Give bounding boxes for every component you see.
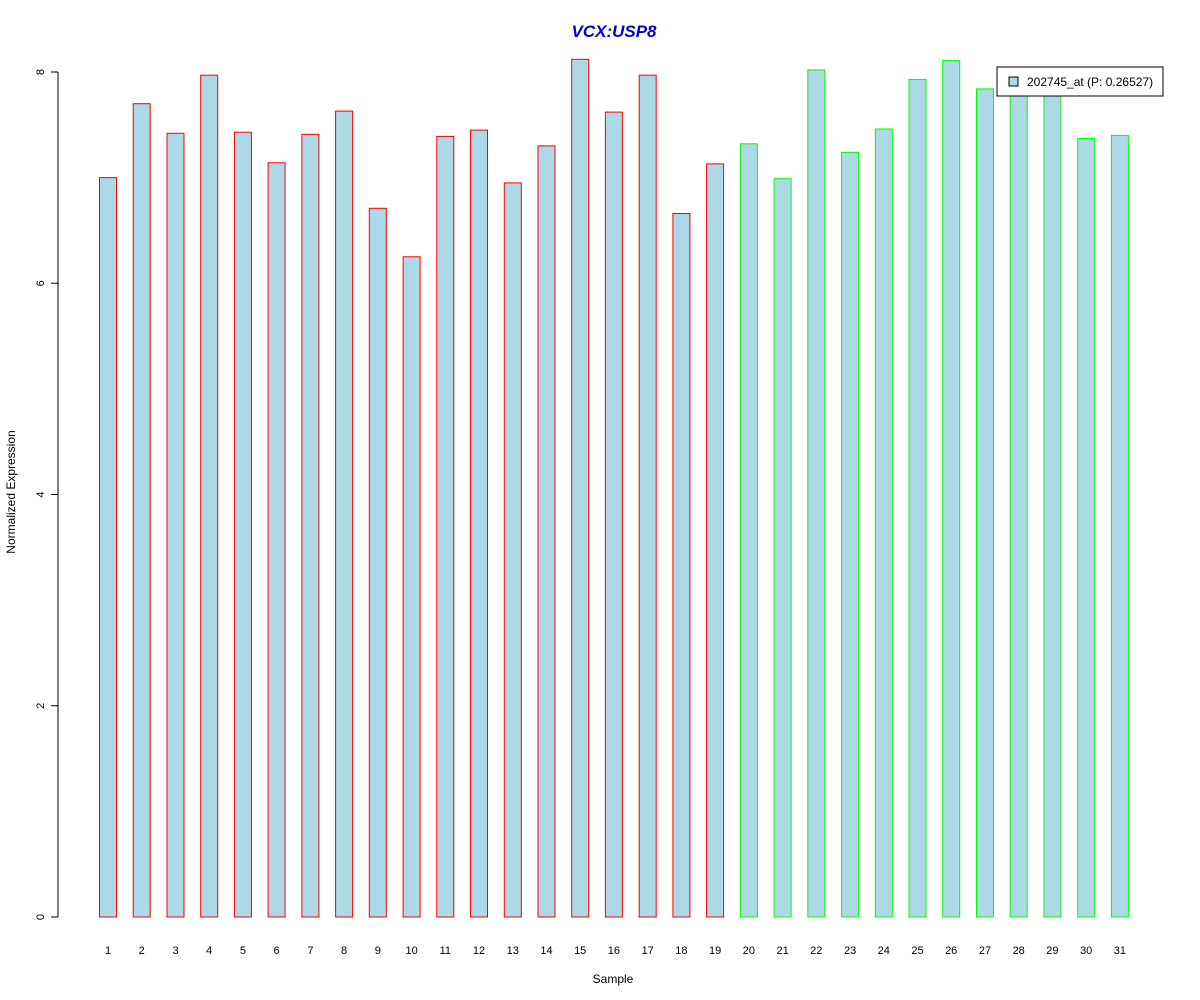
x-tick-label: 14 [540,945,552,957]
x-tick-label: 11 [440,945,451,957]
x-tick-label: 12 [473,945,485,957]
bar-sample-14 [537,145,556,918]
x-tick-label: 27 [979,945,991,957]
bar-sample-1 [99,177,117,918]
bar-sample-17 [638,74,657,918]
x-tick-label: 7 [307,945,313,957]
x-tick-label: 17 [642,945,654,957]
bar-sample-11 [436,135,455,918]
bar-sample-31 [1110,134,1129,918]
y-tick-label: 4 [35,491,47,497]
bar-sample-10 [402,256,421,918]
bar-sample-6 [267,162,286,918]
x-tick-labels: 1 2 3 4 5 6 7 8 9 10 11 12 13 14 15 16 17 18 19 20 21 22 23 24 2… [105,945,1126,957]
y-tick-label: 0 [35,914,47,920]
x-tick-label: 22 [810,945,822,957]
bar-sample-15 [571,58,590,918]
legend-box [996,66,1164,97]
y-tick-label: 8 [35,69,47,75]
bars [99,58,1129,918]
x-tick-label: 2 [139,945,145,957]
x-tick-label: 24 [878,945,890,957]
bar-sample-8 [335,110,354,918]
bar-sample-26 [942,59,961,918]
x-tick-label: 9 [375,945,381,957]
bar-sample-18 [672,213,691,918]
x-tick-label: 4 [206,945,212,957]
bar-sample-12 [470,129,488,918]
x-tick-label: 20 [743,945,755,957]
bar-sample-27 [976,88,994,918]
bar-sample-22 [807,69,826,918]
x-tick-label: 16 [608,945,620,957]
bar-sample-28 [1009,92,1028,918]
x-tick-label: 26 [945,945,957,957]
bar-sample-29 [1043,92,1062,918]
x-tick-label: 15 [574,945,586,957]
bar-sample-24 [874,128,893,918]
x-tick-label: 21 [776,945,788,957]
y-axis-label: Normalized Expression [4,430,18,553]
x-tick-label: 8 [341,945,347,957]
x-tick-label: 31 [1114,945,1126,957]
x-tick-label: 19 [709,945,721,957]
x-tick-label: 23 [844,945,856,957]
bar-sample-16 [604,111,623,918]
bar-sample-13 [503,182,522,918]
legend: 202745_at (P: 0.26527) [996,66,1164,97]
x-tick-label: 10 [405,945,417,957]
x-tick-label: 28 [1013,945,1025,957]
chart-title: VCX:USP8 [571,22,657,41]
x-tick-label: 13 [507,945,519,957]
legend-swatch [1008,76,1019,87]
x-tick-label: 1 [105,945,111,957]
x-axis-label: Sample [593,972,634,986]
x-tick-label: 3 [172,945,178,957]
y-tick-label: 6 [35,280,47,286]
x-tick-label: 6 [274,945,280,957]
x-tick-label: 5 [240,945,246,957]
x-tick-label: 29 [1046,945,1058,957]
x-tick-label: 18 [675,945,687,957]
bar-sample-9 [368,207,387,918]
bar-sample-21 [773,178,792,918]
y-tick-label: 2 [35,703,47,709]
x-tick-label: 30 [1080,945,1092,957]
bar-sample-25 [908,78,927,918]
bar-sample-2 [132,103,151,918]
bar-sample-20 [739,143,758,918]
bar-sample-19 [706,163,725,918]
bar-sample-4 [200,74,219,918]
y-axis: 0 2 4 6 8 [35,69,59,920]
bar-sample-3 [166,132,185,918]
bar-sample-30 [1077,138,1096,918]
legend-label: 202745_at (P: 0.26527) [1027,75,1153,89]
bar-sample-7 [301,133,320,918]
x-tick-label: 25 [911,945,923,957]
bar-sample-23 [841,151,860,918]
bar-sample-5 [233,131,252,918]
